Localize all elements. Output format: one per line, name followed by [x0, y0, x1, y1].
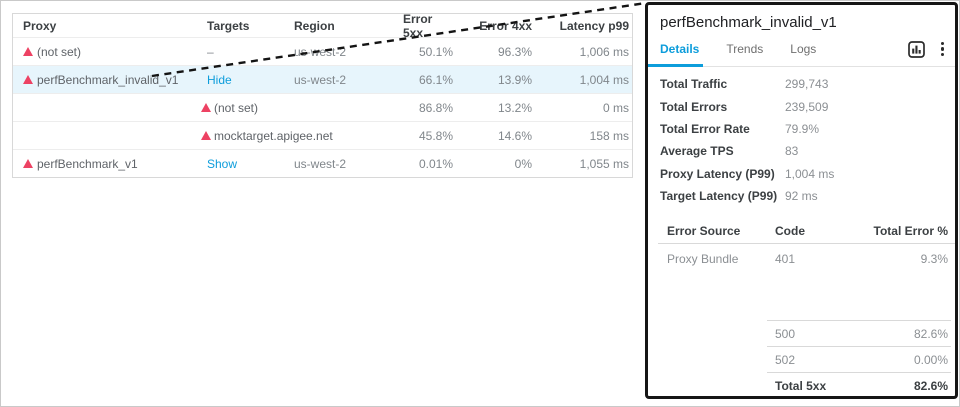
error-row-total-5xx: Total 5xx 82.6%: [767, 372, 951, 396]
stat-proxy-latency: Proxy Latency (P99) 1,004 ms: [660, 163, 943, 185]
error4xx-value: 13.9%: [497, 72, 532, 87]
proxy-detail-panel: perfBenchmark_invalid_v1 Details Trends …: [645, 2, 958, 399]
stat-total-errors: Total Errors 239,509: [660, 95, 943, 117]
error-table-divider: [658, 243, 955, 245]
stat-target-latency: Target Latency (P99) 92 ms: [660, 185, 943, 207]
error-code-value: 401: [775, 252, 796, 267]
table-row-target[interactable]: mocktarget.apigee.net 45.8% 14.6% 158 ms: [13, 121, 632, 149]
column-header-latency[interactable]: Latency p99: [559, 18, 629, 33]
stat-label: Total Errors: [660, 99, 728, 114]
error-row-500: 500 82.6%: [767, 320, 951, 346]
table-row[interactable]: perfBenchmark_v1 Show us-west-2 0.01% 0%…: [13, 149, 632, 177]
error-row-proxy-bundle: Proxy Bundle 401 9.3%: [648, 244, 955, 274]
column-header-error5xx[interactable]: Error 5xx: [403, 11, 433, 40]
proxy-name: perfBenchmark_invalid_v1: [37, 72, 179, 87]
stat-label: Average TPS: [660, 144, 734, 159]
proxy-table: Proxy Targets Region Error 5xx Error 4xx…: [12, 11, 633, 178]
error-table-gap: [648, 274, 955, 320]
error5xx-value: 0.01%: [418, 156, 453, 171]
tab-logs[interactable]: Logs: [790, 42, 817, 56]
region-value: us-west-2: [294, 72, 347, 87]
tab-trends[interactable]: Trends: [726, 42, 764, 56]
alert-triangle-icon: [23, 75, 33, 84]
total-error-pct-header: Total Error %: [873, 224, 948, 239]
panel-title: perfBenchmark_invalid_v1: [660, 14, 837, 31]
stats-list: Total Traffic 299,743 Total Errors 239,5…: [660, 73, 943, 207]
table-row-target[interactable]: (not set) 86.8% 13.2% 0 ms: [13, 93, 632, 121]
proxy-name: (not set): [37, 44, 82, 59]
stat-value: 79.9%: [785, 121, 820, 136]
tab-details[interactable]: Details: [660, 42, 700, 56]
error-source-header: Error Source: [667, 224, 741, 239]
proxy-name: perfBenchmark_v1: [37, 156, 138, 171]
column-header-region[interactable]: Region: [294, 18, 335, 33]
stat-value: 92 ms: [785, 189, 818, 204]
stat-value: 299,743: [785, 77, 829, 92]
target-name: mocktarget.apigee.net: [214, 128, 333, 143]
error-pct-value: 9.3%: [920, 252, 948, 267]
panel-tabs: Details Trends Logs: [660, 38, 947, 60]
latency-value: 1,055 ms: [579, 156, 629, 171]
error-pct-value: 82.6%: [913, 326, 948, 341]
stat-label: Proxy Latency (P99): [660, 166, 775, 181]
stat-label: Total Traffic: [660, 77, 728, 92]
kebab-menu-icon[interactable]: [938, 41, 947, 58]
error5xx-value: 45.8%: [418, 128, 453, 143]
error5xx-value: 50.1%: [418, 44, 453, 59]
stat-value: 239,509: [785, 99, 829, 114]
region-value: us-west-2: [294, 44, 347, 59]
alert-triangle-icon: [201, 131, 211, 140]
error-code-value: 500: [775, 326, 796, 341]
stat-total-error-rate: Total Error Rate 79.9%: [660, 118, 943, 140]
stat-total-traffic: Total Traffic 299,743: [660, 73, 943, 95]
table-row[interactable]: (not set) – us-west-2 50.1% 96.3% 1,006 …: [13, 37, 632, 65]
error-source-value: Proxy Bundle: [667, 252, 739, 267]
active-tab-underline: [648, 64, 703, 67]
hide-targets-link[interactable]: Hide: [207, 72, 232, 87]
latency-value: 1,004 ms: [579, 72, 629, 87]
stat-label: Total Error Rate: [660, 121, 750, 136]
region-value: us-west-2: [294, 156, 347, 171]
alert-triangle-icon: [201, 103, 211, 112]
total-5xx-pct: 82.6%: [913, 378, 948, 393]
latency-value: 1,006 ms: [579, 44, 629, 59]
error4xx-value: 0%: [514, 156, 532, 171]
error4xx-value: 96.3%: [497, 44, 532, 59]
latency-value: 158 ms: [589, 128, 629, 143]
stat-value: 1,004 ms: [785, 166, 835, 181]
error4xx-value: 14.6%: [497, 128, 532, 143]
target-name: (not set): [214, 100, 259, 115]
table-header-row: Proxy Targets Region Error 5xx Error 4xx…: [13, 11, 632, 40]
error5xx-value: 86.8%: [418, 100, 453, 115]
targets-empty-dash: –: [207, 44, 214, 59]
stat-label: Target Latency (P99): [660, 189, 778, 204]
error-table-header: Error Source Code Total Error %: [648, 221, 955, 241]
stat-average-tps: Average TPS 83: [660, 140, 943, 162]
column-header-proxy[interactable]: Proxy: [23, 18, 57, 33]
alert-triangle-icon: [23, 159, 33, 168]
error-pct-value: 0.00%: [913, 352, 948, 367]
stat-value: 83: [785, 144, 799, 159]
column-header-targets[interactable]: Targets: [207, 18, 250, 33]
tab-divider: [648, 64, 955, 67]
error4xx-value: 13.2%: [497, 100, 532, 115]
error5xx-value: 66.1%: [418, 72, 453, 87]
error-code-value: 502: [775, 352, 796, 367]
show-targets-link[interactable]: Show: [207, 156, 238, 171]
alert-triangle-icon: [23, 47, 33, 56]
error-row-502: 502 0.00%: [767, 346, 951, 372]
code-header: Code: [775, 224, 805, 239]
column-header-error4xx[interactable]: Error 4xx: [479, 18, 532, 33]
bar-chart-icon[interactable]: [907, 40, 925, 58]
total-5xx-label: Total 5xx: [775, 378, 827, 393]
latency-value: 0 ms: [602, 100, 629, 115]
table-row-selected[interactable]: perfBenchmark_invalid_v1 Hide us-west-2 …: [13, 65, 632, 93]
